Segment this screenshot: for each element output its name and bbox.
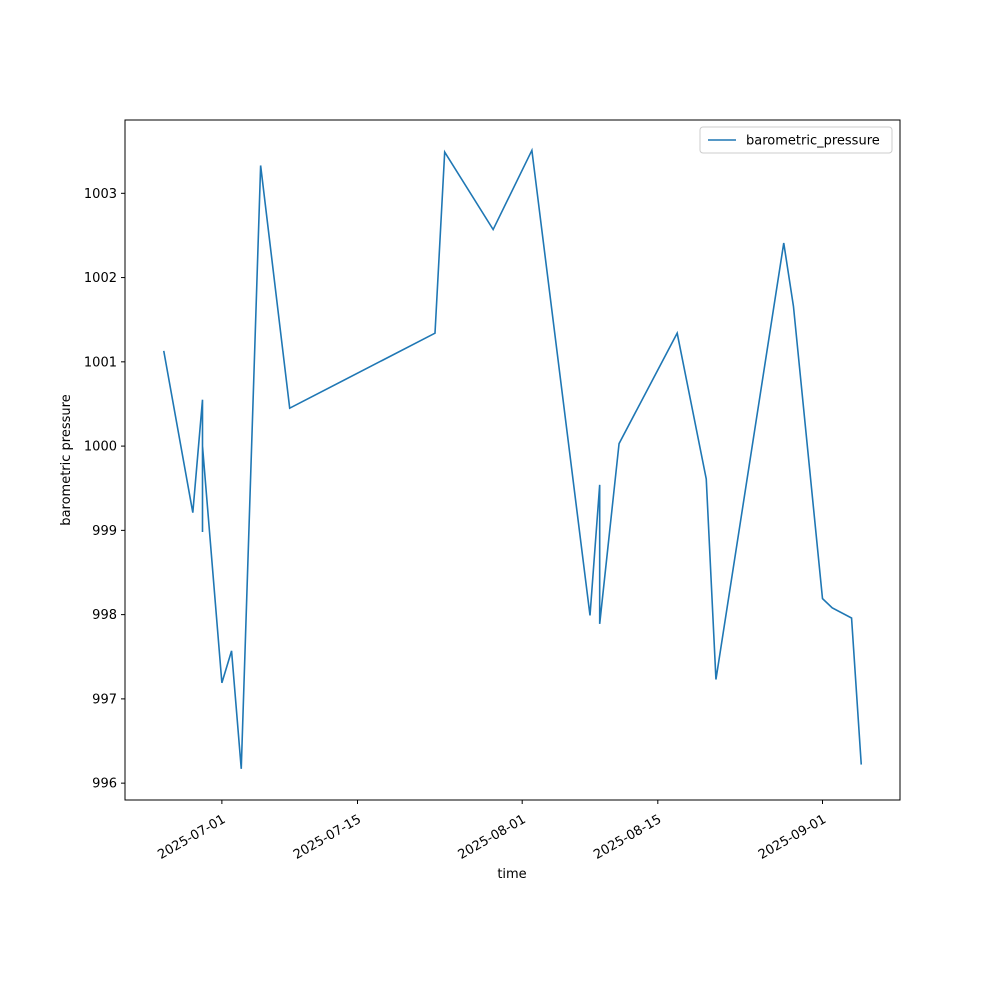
x-tick-label: 2025-07-01 bbox=[155, 812, 228, 863]
x-tick-label: 2025-08-01 bbox=[456, 812, 529, 863]
legend-box bbox=[699, 126, 893, 154]
y-tick-label: 1001 bbox=[84, 355, 117, 370]
y-tick-label: 1002 bbox=[84, 271, 117, 286]
y-tick-label: 999 bbox=[92, 524, 117, 539]
y-tick-label: 1003 bbox=[84, 187, 117, 202]
data-line bbox=[162, 147, 863, 769]
y-axis-label: barometric pressure bbox=[59, 394, 74, 525]
x-axis-label: time bbox=[497, 867, 526, 882]
y-tick-label: 996 bbox=[92, 777, 117, 792]
plot-frame bbox=[124, 119, 901, 801]
y-tick-label: 998 bbox=[92, 608, 117, 623]
legend-label: barometric_pressure bbox=[746, 134, 880, 149]
x-tick-label: 2025-09-01 bbox=[756, 812, 829, 863]
x-tick-label: 2025-08-15 bbox=[591, 812, 664, 863]
y-tick-label: 997 bbox=[92, 692, 117, 707]
x-tick-label: 2025-07-15 bbox=[291, 812, 364, 863]
y-tick-label: 1000 bbox=[84, 440, 117, 455]
